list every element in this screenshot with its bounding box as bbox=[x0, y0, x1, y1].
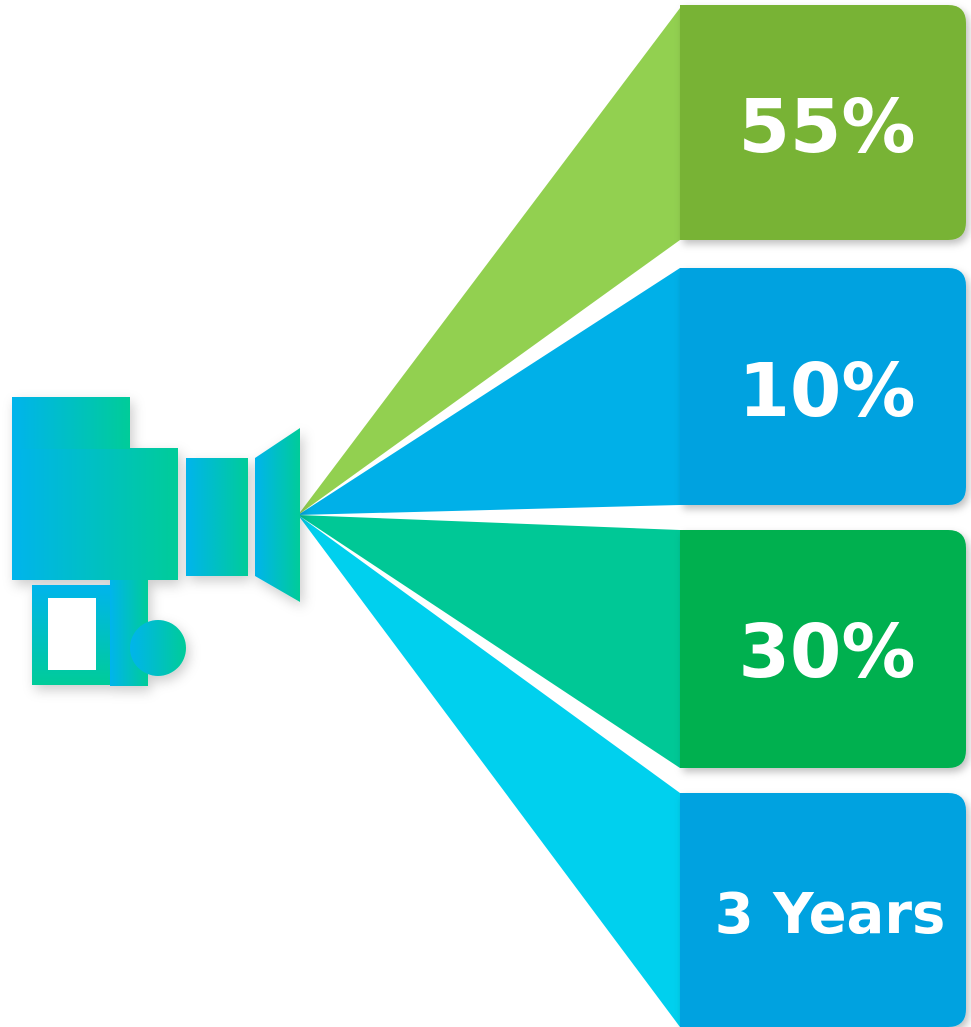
value-box-4: 3 Years bbox=[680, 793, 966, 1027]
camera-top bbox=[12, 397, 130, 449]
camera-reel-inner bbox=[48, 598, 96, 670]
value-box-4-label: 3 Years bbox=[715, 882, 946, 947]
value-box-2-label: 10% bbox=[738, 348, 915, 434]
value-box-3-bg bbox=[680, 530, 966, 768]
camera-reel-circle bbox=[130, 620, 186, 676]
value-box-4-bg bbox=[680, 793, 966, 1027]
value-box-3-label: 30% bbox=[738, 609, 915, 695]
beam-3 bbox=[298, 515, 680, 768]
value-box-1-bg bbox=[680, 5, 966, 240]
value-box-3: 30% bbox=[680, 530, 966, 768]
value-box-2: 10% bbox=[680, 268, 966, 505]
camera-lens-barrel bbox=[186, 458, 248, 576]
camera-body bbox=[12, 448, 178, 580]
beam-2 bbox=[298, 268, 680, 515]
beam-4 bbox=[298, 515, 680, 1027]
beam-1 bbox=[298, 8, 680, 515]
video-camera-icon bbox=[12, 397, 300, 686]
value-box-1: 55% bbox=[680, 5, 966, 240]
value-box-2-bg bbox=[680, 268, 966, 505]
camera-lens-hood bbox=[255, 428, 300, 602]
light-beams bbox=[298, 8, 680, 1027]
value-box-1-label: 55% bbox=[738, 84, 915, 170]
value-boxes: 55% 10% 30% 3 Years bbox=[680, 5, 966, 1027]
